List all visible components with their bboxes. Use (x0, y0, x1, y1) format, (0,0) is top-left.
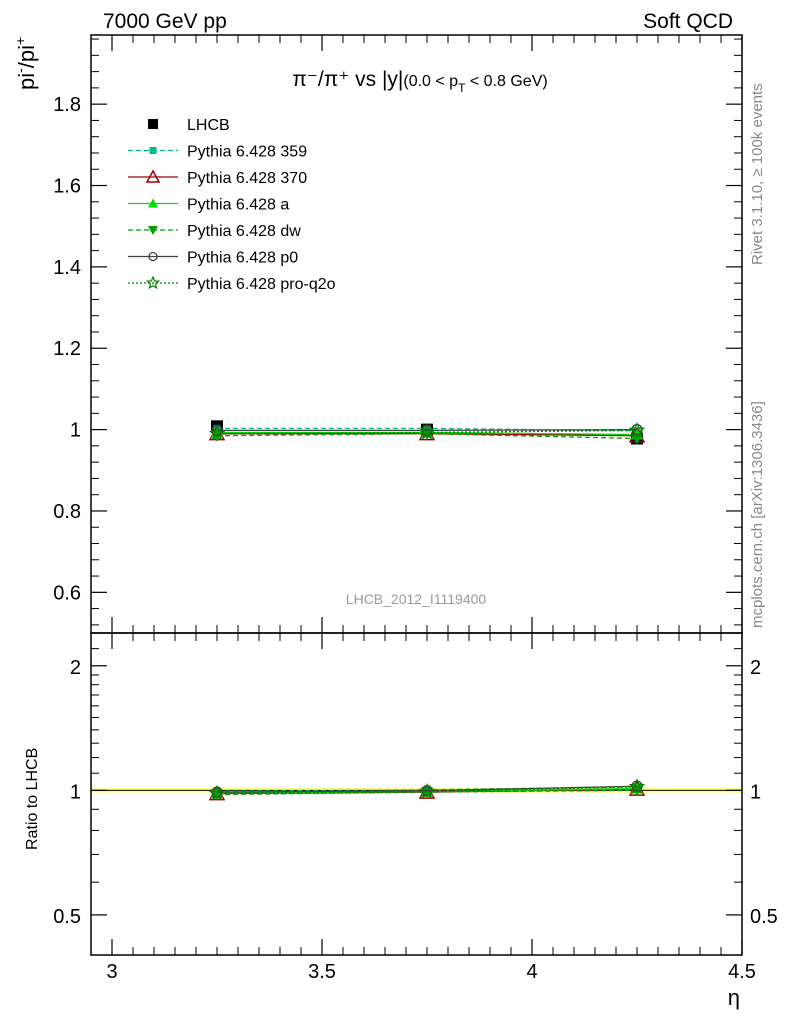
legend-label: LHCB (187, 117, 230, 134)
data-point-circle-open (148, 251, 158, 262)
data-point-star (418, 783, 436, 799)
x-tick-label: 4 (526, 961, 537, 983)
main-y-axis: 0.6 0.8 1 1.2 1.4 1.6 1.8 (53, 38, 742, 626)
data-point-star (208, 425, 226, 441)
ratio-y-tick-label-right: 0.5 (750, 906, 778, 928)
x-axis-label: η (728, 985, 740, 1010)
data-point-triangle-down (631, 433, 643, 445)
source-label: mcplots.cern.ch [arXiv:1306.3436] (749, 401, 766, 628)
legend-label: Pythia 6.428 359 (187, 144, 307, 161)
ratio-panel-frame (90, 632, 743, 956)
ratio-y-tick-label-right: 1 (750, 781, 761, 803)
legend-label: Pythia 6.428 pro-q2o (187, 276, 336, 293)
ratio-series-group (208, 778, 646, 801)
legend-label: Pythia 6.428 dw (187, 223, 301, 240)
ratio-series-line (216, 785, 638, 793)
legend: LHCB Pythia 6.428 359 Pythia 6.428 370 Pyth… (128, 117, 336, 293)
legend-label: Pythia 6.428 370 (187, 170, 307, 187)
main-y-tick-label: 0.6 (53, 582, 81, 604)
main-y-tick-label: 0.8 (53, 501, 81, 523)
data-point-small-square (149, 147, 157, 154)
data-point-square (148, 119, 158, 129)
data-point-star (628, 778, 646, 794)
x-tick-label: 3.5 (308, 961, 336, 983)
x-tick-label: 4.5 (728, 961, 756, 983)
legend-label: Pythia 6.428 a (187, 197, 289, 214)
header-left: 7000 GeV pp (103, 10, 227, 33)
data-point-triangle-down (421, 428, 433, 440)
x-axis: 3 3.5 4 4.5 (90, 35, 756, 983)
main-y-tick-label: 1 (70, 420, 81, 442)
legend-label: Pythia 6.428 p0 (187, 250, 298, 267)
ratio-y-axis: 0.5 0.5 1 1 2 2 (53, 648, 778, 928)
main-y-tick-label: 1.2 (53, 338, 81, 360)
data-point-star (208, 785, 226, 801)
header-right: Soft QCD (643, 10, 733, 33)
main-y-tick-label: 1.6 (53, 176, 81, 198)
main-y-tick-label: 1.8 (53, 94, 81, 116)
data-point-triangle-down (148, 226, 158, 235)
analysis-watermark: LHCB_2012_I1119400 (346, 591, 487, 607)
ratio-y-tick-label: 2 (70, 657, 81, 679)
series-line (217, 428, 638, 432)
ratio-y-tick-label: 1 (70, 781, 81, 803)
main-y-axis-label: pi-/pi+ (12, 37, 39, 90)
data-point-triangle (148, 198, 158, 208)
data-point-triangle-down (421, 787, 433, 799)
rivet-version-label: Rivet 3.1.10, ≥ 100k events (749, 83, 766, 265)
data-point-triangle-open (145, 169, 161, 183)
ratio-y-axis-label: Ratio to LHCB (24, 748, 41, 850)
data-point-star (418, 423, 436, 440)
ratio-y-tick-label: 0.5 (53, 906, 81, 928)
ratio-y-tick-label-right: 2 (750, 657, 761, 679)
data-point-star (628, 421, 646, 438)
x-tick-label: 3 (106, 961, 117, 983)
data-point-star (145, 275, 161, 290)
main-series-group (208, 420, 646, 445)
plot-title: π⁻/π⁺ vs |y|(0.0 < pT < 0.8 GeV) (292, 68, 547, 95)
main-y-tick-label: 1.4 (53, 257, 81, 279)
